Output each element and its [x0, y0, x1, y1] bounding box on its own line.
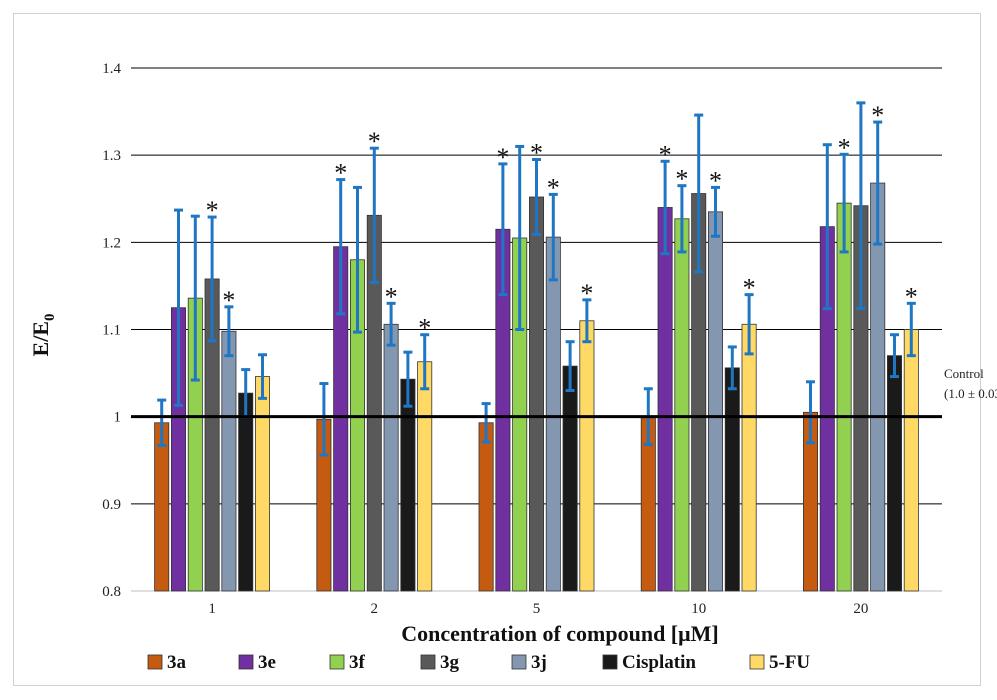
legend-swatch-3g	[420, 654, 436, 670]
bar-5-FU	[903, 329, 919, 592]
control-reference: Control (1.0 ± 0.03 μM)	[131, 366, 997, 419]
legend-label-3f: 3f	[349, 652, 366, 673]
significance-star: *	[547, 173, 560, 202]
significance-star: *	[530, 139, 543, 168]
significance-star: *	[580, 279, 593, 308]
significance-star: *	[334, 159, 347, 188]
bar-3j	[708, 211, 724, 592]
legend-label-3a: 3a	[167, 652, 187, 673]
legend-swatch-3a	[147, 654, 163, 670]
legend-swatch-3f	[329, 654, 345, 670]
control-value-label: (1.0 ± 0.03 μM)	[944, 386, 997, 401]
bars	[154, 182, 919, 592]
y-axis-title: E/E0	[28, 314, 58, 357]
legend-label-5-FU: 5-FU	[769, 652, 810, 673]
significance-star: *	[743, 274, 756, 303]
bar-Cisplatin	[400, 378, 416, 592]
bar-3j	[221, 330, 237, 592]
significance-star: *	[368, 127, 381, 156]
legend-label-3g: 3g	[440, 652, 460, 673]
significance-star: *	[206, 196, 219, 225]
significance-markers: ******* ***** *****	[206, 101, 918, 343]
bar-5-FU	[417, 361, 433, 592]
legend-swatch-3j	[511, 654, 527, 670]
legend-label-Cisplatin: Cisplatin	[622, 652, 696, 673]
significance-star: *	[659, 140, 672, 169]
chart-frame	[13, 13, 981, 686]
x-tick-labels: 1 2 5 10 20	[208, 601, 868, 617]
bar-5-FU	[254, 376, 270, 592]
significance-star: *	[418, 314, 431, 343]
y-tick-label: 0.8	[102, 584, 121, 600]
bar-3e	[657, 207, 673, 592]
significance-star: *	[871, 101, 884, 130]
y-tick-label: 1.4	[102, 61, 121, 77]
y-tick-labels: 0.8 0.9 1 1.1 1.2 1.3 1.4	[102, 61, 121, 600]
bar-5-FU	[579, 320, 595, 592]
bar-3f	[674, 218, 690, 592]
bar-3f	[836, 202, 852, 592]
bar-Cisplatin	[887, 355, 903, 592]
significance-star: *	[385, 282, 398, 311]
legend-swatch-3e	[238, 654, 254, 670]
y-tick-label: 1.1	[102, 323, 121, 339]
bar-3j	[383, 323, 399, 592]
x-tick-label: 5	[533, 601, 541, 617]
x-tick-label: 1	[208, 601, 216, 617]
x-tick-label: 20	[853, 601, 868, 617]
bar-5-FU	[741, 323, 757, 592]
significance-star: *	[222, 286, 235, 315]
legend: 3a 3e 3f 3g 3j Cisplatin 5-FU	[147, 652, 810, 673]
significance-star: *	[905, 282, 918, 311]
y-tick-label: 1	[114, 410, 122, 426]
legend-label-3j: 3j	[531, 652, 547, 673]
legend-label-3e: 3e	[258, 652, 276, 673]
bar-Cisplatin	[238, 392, 254, 592]
bar-3g	[529, 196, 545, 592]
y-tick-label: 1.3	[102, 148, 121, 164]
bar-3a	[478, 422, 494, 592]
significance-star: *	[838, 133, 851, 162]
error-bars	[157, 101, 916, 457]
y-tick-label: 0.9	[102, 497, 121, 513]
significance-star: *	[496, 143, 509, 172]
y-tick-label: 1.2	[102, 235, 121, 251]
bar-3j	[545, 236, 561, 592]
legend-swatch-Cisplatin	[602, 654, 618, 670]
x-axis-title: Concentration of compound [μM]	[401, 621, 718, 646]
x-tick-label: 2	[371, 601, 379, 617]
significance-star: *	[709, 166, 722, 195]
legend-swatch-5-FU	[749, 654, 765, 670]
bar-3a	[154, 422, 170, 592]
x-tick-label: 10	[691, 601, 706, 617]
bar-Cisplatin	[724, 367, 740, 592]
control-label: Control	[944, 366, 984, 381]
significance-star: *	[675, 165, 688, 194]
bar-Cisplatin	[562, 365, 578, 592]
